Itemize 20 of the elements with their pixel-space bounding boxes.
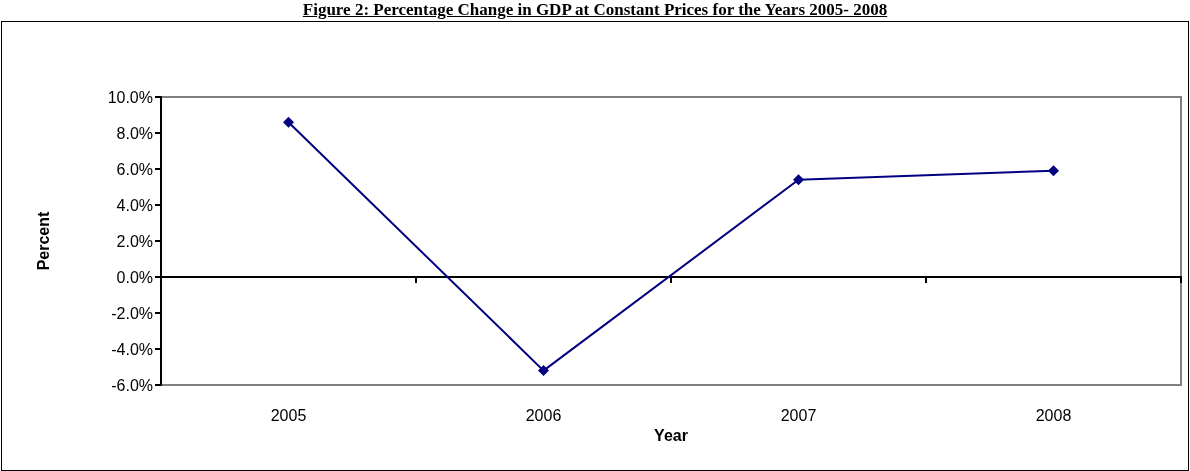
y-tick-label: -2.0%: [111, 304, 153, 322]
y-tick-label: 2.0%: [116, 232, 153, 250]
y-tick-label: -6.0%: [111, 376, 153, 394]
point: [1048, 165, 1059, 177]
point: [538, 365, 549, 377]
point: [793, 174, 804, 186]
y-tick-label: 0.0%: [116, 268, 153, 286]
chart-title: Figure 2: Percentage Change in GDP at Constant Prices for the Years 2005- 2008: [301, 0, 889, 20]
y-tick-label: 6.0%: [116, 160, 153, 178]
x-tick-label: 2006: [525, 406, 562, 424]
x-tick-label: 2007: [780, 406, 817, 424]
y-axis-title: Percent: [34, 210, 52, 271]
x-axis-title: Year: [654, 427, 688, 445]
y-tick-label: 10.0%: [107, 88, 153, 106]
y-tick-label: 8.0%: [116, 124, 153, 142]
x-tick-label: 2005: [270, 406, 307, 424]
y-tick-label: -4.0%: [111, 340, 153, 358]
x-tick-label: 2008: [1035, 406, 1072, 424]
y-tick-label: 4.0%: [116, 196, 153, 214]
point: [283, 116, 294, 128]
